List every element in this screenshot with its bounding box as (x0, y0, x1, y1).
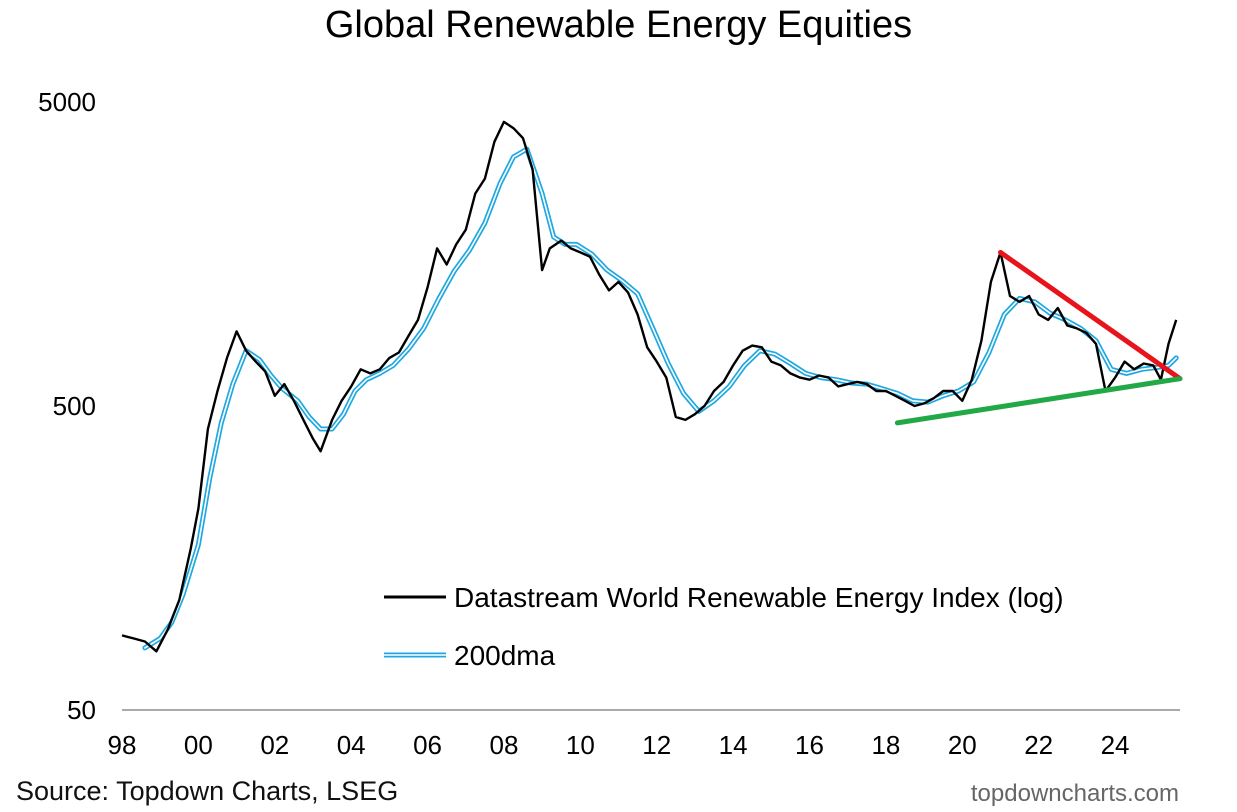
y-tick-label: 500 (53, 391, 96, 421)
x-tick-label: 98 (108, 730, 137, 760)
chart-title: Global Renewable Energy Equities (324, 4, 913, 46)
trendline (997, 249, 1183, 382)
legend: Datastream World Renewable Energy Index … (384, 582, 1064, 671)
source-note: Source: Topdown Charts, LSEG (16, 776, 399, 806)
series-renewable-index-line (121, 120, 1178, 653)
x-tick-label: 14 (719, 730, 748, 760)
x-tick-label: 04 (337, 730, 366, 760)
x-tick-label: 12 (642, 730, 671, 760)
legend-label-index: Datastream World Renewable Energy Index … (454, 582, 1064, 613)
x-tick-label: 10 (566, 730, 595, 760)
brand-note: topdowncharts.com (970, 780, 1179, 807)
trendline (894, 376, 1183, 426)
x-tick-label: 22 (1024, 730, 1053, 760)
x-tick-label: 08 (489, 730, 518, 760)
trendlines (894, 249, 1183, 426)
x-tick-label: 00 (184, 730, 213, 760)
y-axis: 50 500 5000 (38, 87, 96, 725)
x-tick-label: 20 (948, 730, 977, 760)
x-axis: 98 00 02 04 06 08 10 12 14 16 18 20 22 24 (108, 709, 1180, 760)
x-tick-label: 18 (871, 730, 900, 760)
x-tick-label: 02 (260, 730, 289, 760)
y-tick-label: 50 (67, 695, 96, 725)
x-tick-label: 06 (413, 730, 442, 760)
series-200dma-core (144, 148, 1177, 649)
legend-label-dma: 200dma (454, 640, 556, 671)
series-200dma-outline (142, 146, 1179, 651)
y-tick-label: 5000 (38, 87, 96, 117)
x-tick-label: 16 (795, 730, 824, 760)
x-tick-label: 24 (1101, 730, 1130, 760)
plot-area (121, 120, 1179, 653)
